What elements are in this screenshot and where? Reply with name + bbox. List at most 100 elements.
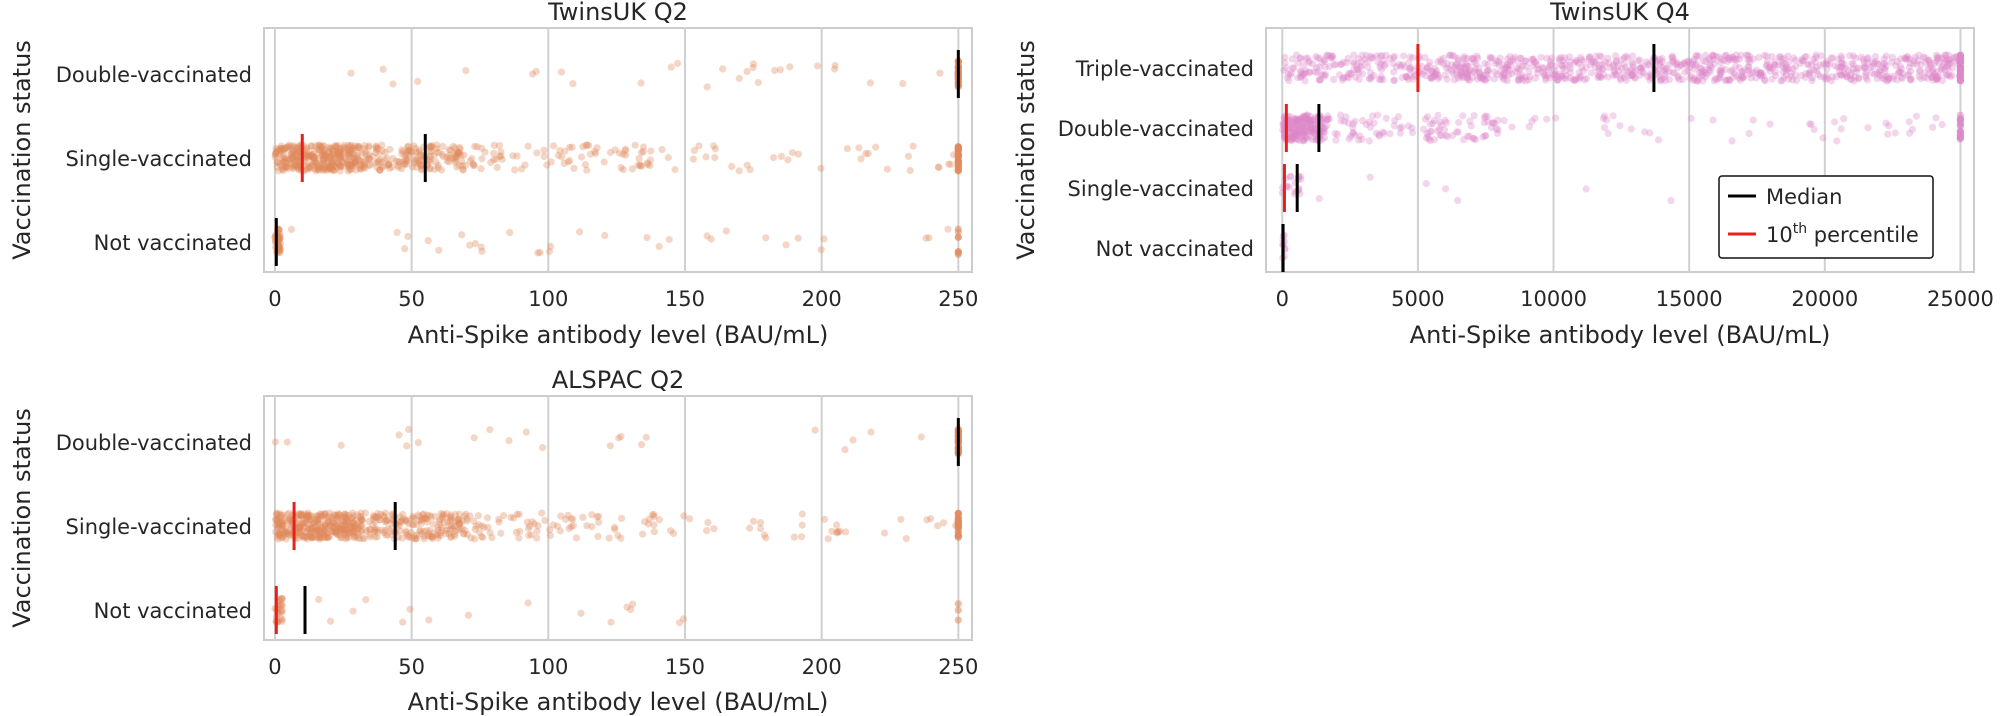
data-point bbox=[303, 152, 311, 160]
data-point bbox=[1732, 51, 1740, 59]
data-point bbox=[1317, 70, 1325, 78]
data-point bbox=[346, 165, 354, 173]
data-point bbox=[277, 142, 285, 150]
data-point bbox=[1729, 55, 1737, 64]
data-point bbox=[455, 161, 463, 170]
data-point bbox=[1645, 62, 1653, 70]
data-point bbox=[1690, 65, 1698, 73]
data-point bbox=[312, 167, 320, 175]
x-tick-labels: 0 50 100 150 200 250 bbox=[268, 655, 978, 679]
data-point bbox=[286, 156, 295, 164]
data-point bbox=[362, 156, 370, 164]
data-point bbox=[1670, 69, 1679, 77]
data-point bbox=[403, 149, 411, 157]
data-point bbox=[1339, 74, 1347, 82]
data-point bbox=[287, 144, 296, 152]
data-point bbox=[746, 524, 754, 532]
data-point bbox=[1289, 64, 1297, 72]
data-point bbox=[1915, 57, 1923, 65]
data-point bbox=[417, 161, 425, 169]
data-point bbox=[634, 161, 642, 169]
data-point bbox=[1656, 77, 1664, 85]
data-point bbox=[1837, 125, 1845, 133]
data-point bbox=[1847, 75, 1855, 83]
data-point bbox=[1656, 59, 1664, 67]
data-point bbox=[425, 165, 433, 173]
data-point bbox=[427, 152, 435, 161]
data-point bbox=[1637, 64, 1645, 72]
data-point bbox=[1885, 74, 1893, 82]
data-point bbox=[350, 160, 359, 168]
data-point bbox=[703, 527, 711, 535]
data-point bbox=[1481, 113, 1489, 122]
data-point bbox=[361, 160, 369, 168]
data-point bbox=[302, 147, 310, 155]
data-point bbox=[1850, 77, 1858, 85]
data-point bbox=[1906, 59, 1914, 68]
data-point bbox=[477, 243, 485, 251]
data-point bbox=[1669, 57, 1678, 65]
data-point bbox=[1431, 70, 1440, 78]
data-point bbox=[449, 154, 457, 162]
data-point bbox=[295, 162, 303, 170]
data-point bbox=[1862, 71, 1870, 79]
data-point bbox=[1948, 64, 1956, 72]
data-point bbox=[743, 161, 751, 169]
data-point bbox=[1915, 51, 1923, 59]
data-point bbox=[336, 162, 345, 170]
data-point bbox=[1879, 64, 1887, 72]
data-point bbox=[1571, 58, 1579, 66]
data-point bbox=[1566, 62, 1574, 70]
data-point bbox=[897, 515, 905, 523]
data-point bbox=[1841, 71, 1850, 79]
data-point bbox=[333, 149, 341, 157]
data-point bbox=[412, 156, 420, 164]
data-point bbox=[438, 150, 447, 159]
data-point bbox=[1956, 58, 1964, 66]
data-point bbox=[1465, 68, 1473, 76]
data-point bbox=[1516, 59, 1524, 68]
data-point bbox=[1655, 55, 1663, 63]
data-point bbox=[611, 523, 619, 532]
data-point bbox=[1660, 66, 1668, 74]
data-point bbox=[1849, 52, 1858, 60]
data-point bbox=[1595, 64, 1603, 72]
data-point bbox=[404, 232, 412, 240]
data-point bbox=[1802, 52, 1810, 60]
data-point bbox=[320, 165, 328, 173]
data-point bbox=[282, 164, 290, 172]
data-point bbox=[554, 151, 563, 159]
data-point bbox=[1576, 72, 1584, 81]
data-point bbox=[547, 158, 555, 166]
data-point bbox=[1549, 71, 1557, 79]
data-point bbox=[1956, 115, 1964, 123]
data-point bbox=[1612, 70, 1620, 79]
data-point bbox=[577, 153, 586, 161]
data-point bbox=[350, 154, 358, 162]
data-point bbox=[1575, 69, 1583, 77]
data-point bbox=[1724, 75, 1732, 84]
data-point bbox=[1925, 59, 1933, 67]
data-point bbox=[344, 141, 352, 149]
data-point bbox=[1628, 71, 1636, 79]
data-point bbox=[1483, 67, 1491, 75]
data-point bbox=[471, 240, 479, 248]
data-point bbox=[1521, 73, 1529, 81]
data-point bbox=[426, 526, 434, 534]
data-point bbox=[1838, 63, 1846, 71]
data-point bbox=[1950, 54, 1958, 62]
data-points bbox=[271, 57, 962, 259]
data-point bbox=[927, 515, 935, 523]
data-point bbox=[749, 64, 757, 72]
data-point bbox=[325, 516, 333, 524]
data-point bbox=[1575, 75, 1583, 83]
data-point bbox=[1868, 69, 1876, 77]
data-point bbox=[1463, 62, 1471, 70]
data-point bbox=[478, 144, 486, 152]
data-point bbox=[497, 529, 505, 537]
data-point bbox=[1490, 75, 1499, 83]
data-point bbox=[1479, 73, 1487, 81]
data-point bbox=[1655, 72, 1663, 81]
data-point bbox=[1923, 74, 1931, 82]
data-point bbox=[1293, 51, 1301, 59]
